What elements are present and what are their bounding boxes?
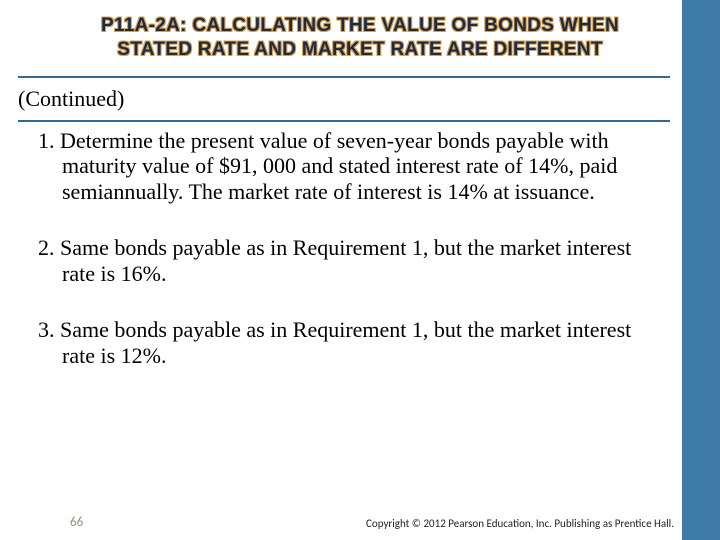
body-content: 1. Determine the present value of seven-… xyxy=(0,122,720,370)
title-line-2: STATED RATE AND MARKET RATE ARE DIFFEREN… xyxy=(117,39,603,60)
list-item: 2. Same bonds payable as in Requirement … xyxy=(18,235,660,287)
footer: 66 Copyright © 2012 Pearson Education, I… xyxy=(0,515,682,530)
copyright-text: Copyright © 2012 Pearson Education, Inc.… xyxy=(366,517,674,530)
list-item: 3. Same bonds payable as in Requirement … xyxy=(18,317,660,369)
continued-label: (Continued) xyxy=(0,78,720,118)
page-number: 66 xyxy=(70,515,83,530)
slide-title: P11A-2A: CALCULATING THE VALUE OF BONDS … xyxy=(0,0,720,72)
side-accent-bar xyxy=(682,0,720,540)
list-item: 1. Determine the present value of seven-… xyxy=(18,128,660,206)
title-line-1: P11A-2A: CALCULATING THE VALUE OF BONDS … xyxy=(101,15,619,36)
